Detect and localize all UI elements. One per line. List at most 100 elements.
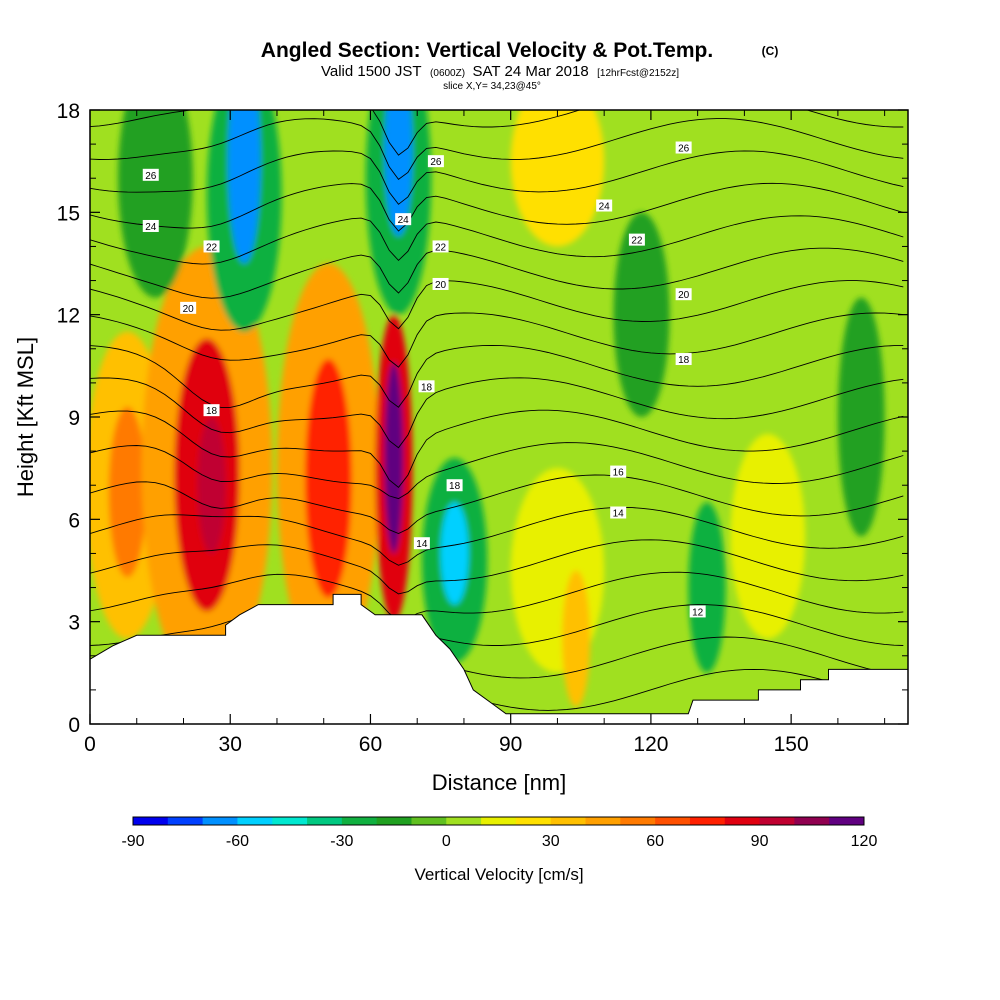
y-tick-label: 18 [57, 100, 80, 123]
isentrope-20 [90, 344, 904, 408]
velocity-cell-17 [613, 212, 670, 417]
contour-label-26-5: 26 [427, 155, 444, 168]
contour-label-text: 20 [183, 304, 195, 315]
contour-label-bg [446, 479, 463, 492]
contour-label-text: 24 [145, 222, 157, 233]
contour-label-18-9: 18 [418, 380, 435, 393]
velocity-cell-20 [510, 468, 605, 673]
contour-label-bg [142, 168, 159, 181]
colorbar-swatch [655, 817, 691, 825]
colorbar-swatch [237, 817, 273, 825]
velocity-cell-16 [688, 502, 726, 673]
isentrope-19 [90, 377, 904, 449]
isentrope-24 [90, 215, 904, 265]
isentrope-23 [90, 247, 904, 299]
contour-label-bg [432, 240, 449, 253]
contour-label-text: 18 [678, 355, 690, 366]
velocity-cell-14 [440, 502, 469, 605]
contour-label-14-11: 14 [413, 537, 430, 550]
contour-label-text: 26 [430, 157, 442, 168]
contour-label-bg [675, 288, 692, 301]
colorbar-tick-label: -30 [330, 833, 353, 850]
y-tick-label: 3 [68, 612, 80, 635]
contour-label-bg [628, 233, 645, 246]
colorbar-tick-label: 120 [851, 833, 878, 850]
contour-label-18-10: 18 [446, 479, 463, 492]
x-tick-label: 90 [499, 733, 522, 756]
terrain [90, 593, 908, 724]
x-axis-label: Distance [nm] [432, 770, 567, 795]
contour-label-text: 20 [435, 280, 447, 291]
contour-label-22-14: 22 [628, 233, 645, 247]
isentrope-27 [90, 118, 904, 181]
contour-label-bg [413, 537, 430, 550]
contour-label-bg [610, 506, 627, 519]
contour-label-26-12: 26 [675, 141, 692, 155]
contour-label-bg [203, 240, 220, 253]
isentrope-16 [90, 474, 904, 534]
contour-label-bg [675, 141, 692, 154]
isentrope-26 [90, 150, 904, 205]
isentrope-22 [90, 280, 904, 331]
velocity-cell-19 [510, 110, 605, 247]
colorbar-swatch [585, 817, 621, 825]
contour-label-18-4: 18 [203, 404, 220, 417]
y-tick-label: 9 [68, 407, 80, 430]
isentrope-15 [90, 506, 904, 566]
isentrope-14 [90, 539, 904, 595]
velocity-cell-8 [384, 362, 404, 554]
contour-label-24-13: 24 [596, 199, 613, 213]
colorbar-swatch [794, 817, 830, 825]
contour-label-22-2: 22 [203, 240, 220, 253]
isentrope-17 [90, 442, 904, 500]
contour-label-16-17: 16 [610, 465, 627, 479]
colorbar-swatch [550, 817, 587, 825]
contour-label-text: 26 [145, 171, 157, 182]
chart-slice-text: slice X,Y= 34,23@45° [443, 81, 541, 92]
contour-label-20-8: 20 [432, 277, 449, 291]
velocity-cell-10 [227, 110, 261, 264]
velocity-cell-12 [384, 110, 413, 237]
contour-label-text: 12 [692, 607, 704, 618]
colorbar-swatch [133, 817, 169, 825]
colorbar-swatch [376, 817, 412, 825]
contour-label-bg [427, 155, 444, 168]
colorbar-swatch [689, 817, 726, 825]
contour-label-12-19: 12 [689, 605, 706, 618]
colorbar-swatch [620, 817, 656, 825]
contour-label-text: 14 [416, 539, 428, 550]
colorbar-tick-label: 0 [442, 833, 451, 850]
contour-label-text: 22 [206, 242, 218, 253]
contour-label-text: 14 [613, 509, 625, 520]
colorbar-swatch [341, 817, 378, 825]
contour-label-bg [432, 277, 449, 290]
contour-label-14-18: 14 [610, 506, 627, 520]
y-tick-label: 0 [68, 714, 80, 737]
contour-label-18-16: 18 [675, 353, 692, 366]
chart-title: Angled Section: Vertical Velocity & Pot.… [261, 39, 713, 62]
y-tick-label: 12 [57, 305, 80, 328]
x-tick-label: 0 [84, 733, 96, 756]
contour-label-20-15: 20 [675, 288, 692, 301]
chart-title-unit: (C) [762, 44, 779, 58]
colorbar-swatch [202, 817, 238, 825]
contour-label-24-6: 24 [395, 213, 412, 226]
contour-label-text: 18 [449, 481, 461, 492]
contour-label-24-1: 24 [142, 219, 159, 233]
contour-label-20-3: 20 [180, 301, 197, 315]
contour-label-bg [689, 605, 706, 618]
x-tick-label: 60 [359, 733, 382, 756]
contour-label-text: 26 [678, 144, 690, 155]
colorbar-swatch [167, 817, 204, 825]
chart-subtitle: Valid 1500 JST (0600Z) SAT 24 Mar 2018 [… [321, 63, 679, 80]
contour-label-bg [203, 404, 220, 417]
isentrope-18 [90, 409, 904, 489]
isentrope-25 [90, 182, 904, 232]
contour-label-text: 16 [613, 468, 625, 479]
isentrope-12 [90, 604, 904, 646]
velocity-cell-22 [730, 434, 806, 639]
colorbar-label: Vertical Velocity [cm/s] [414, 865, 583, 884]
contour-label-22-7: 22 [432, 240, 449, 253]
contour-label-bg [395, 213, 412, 226]
